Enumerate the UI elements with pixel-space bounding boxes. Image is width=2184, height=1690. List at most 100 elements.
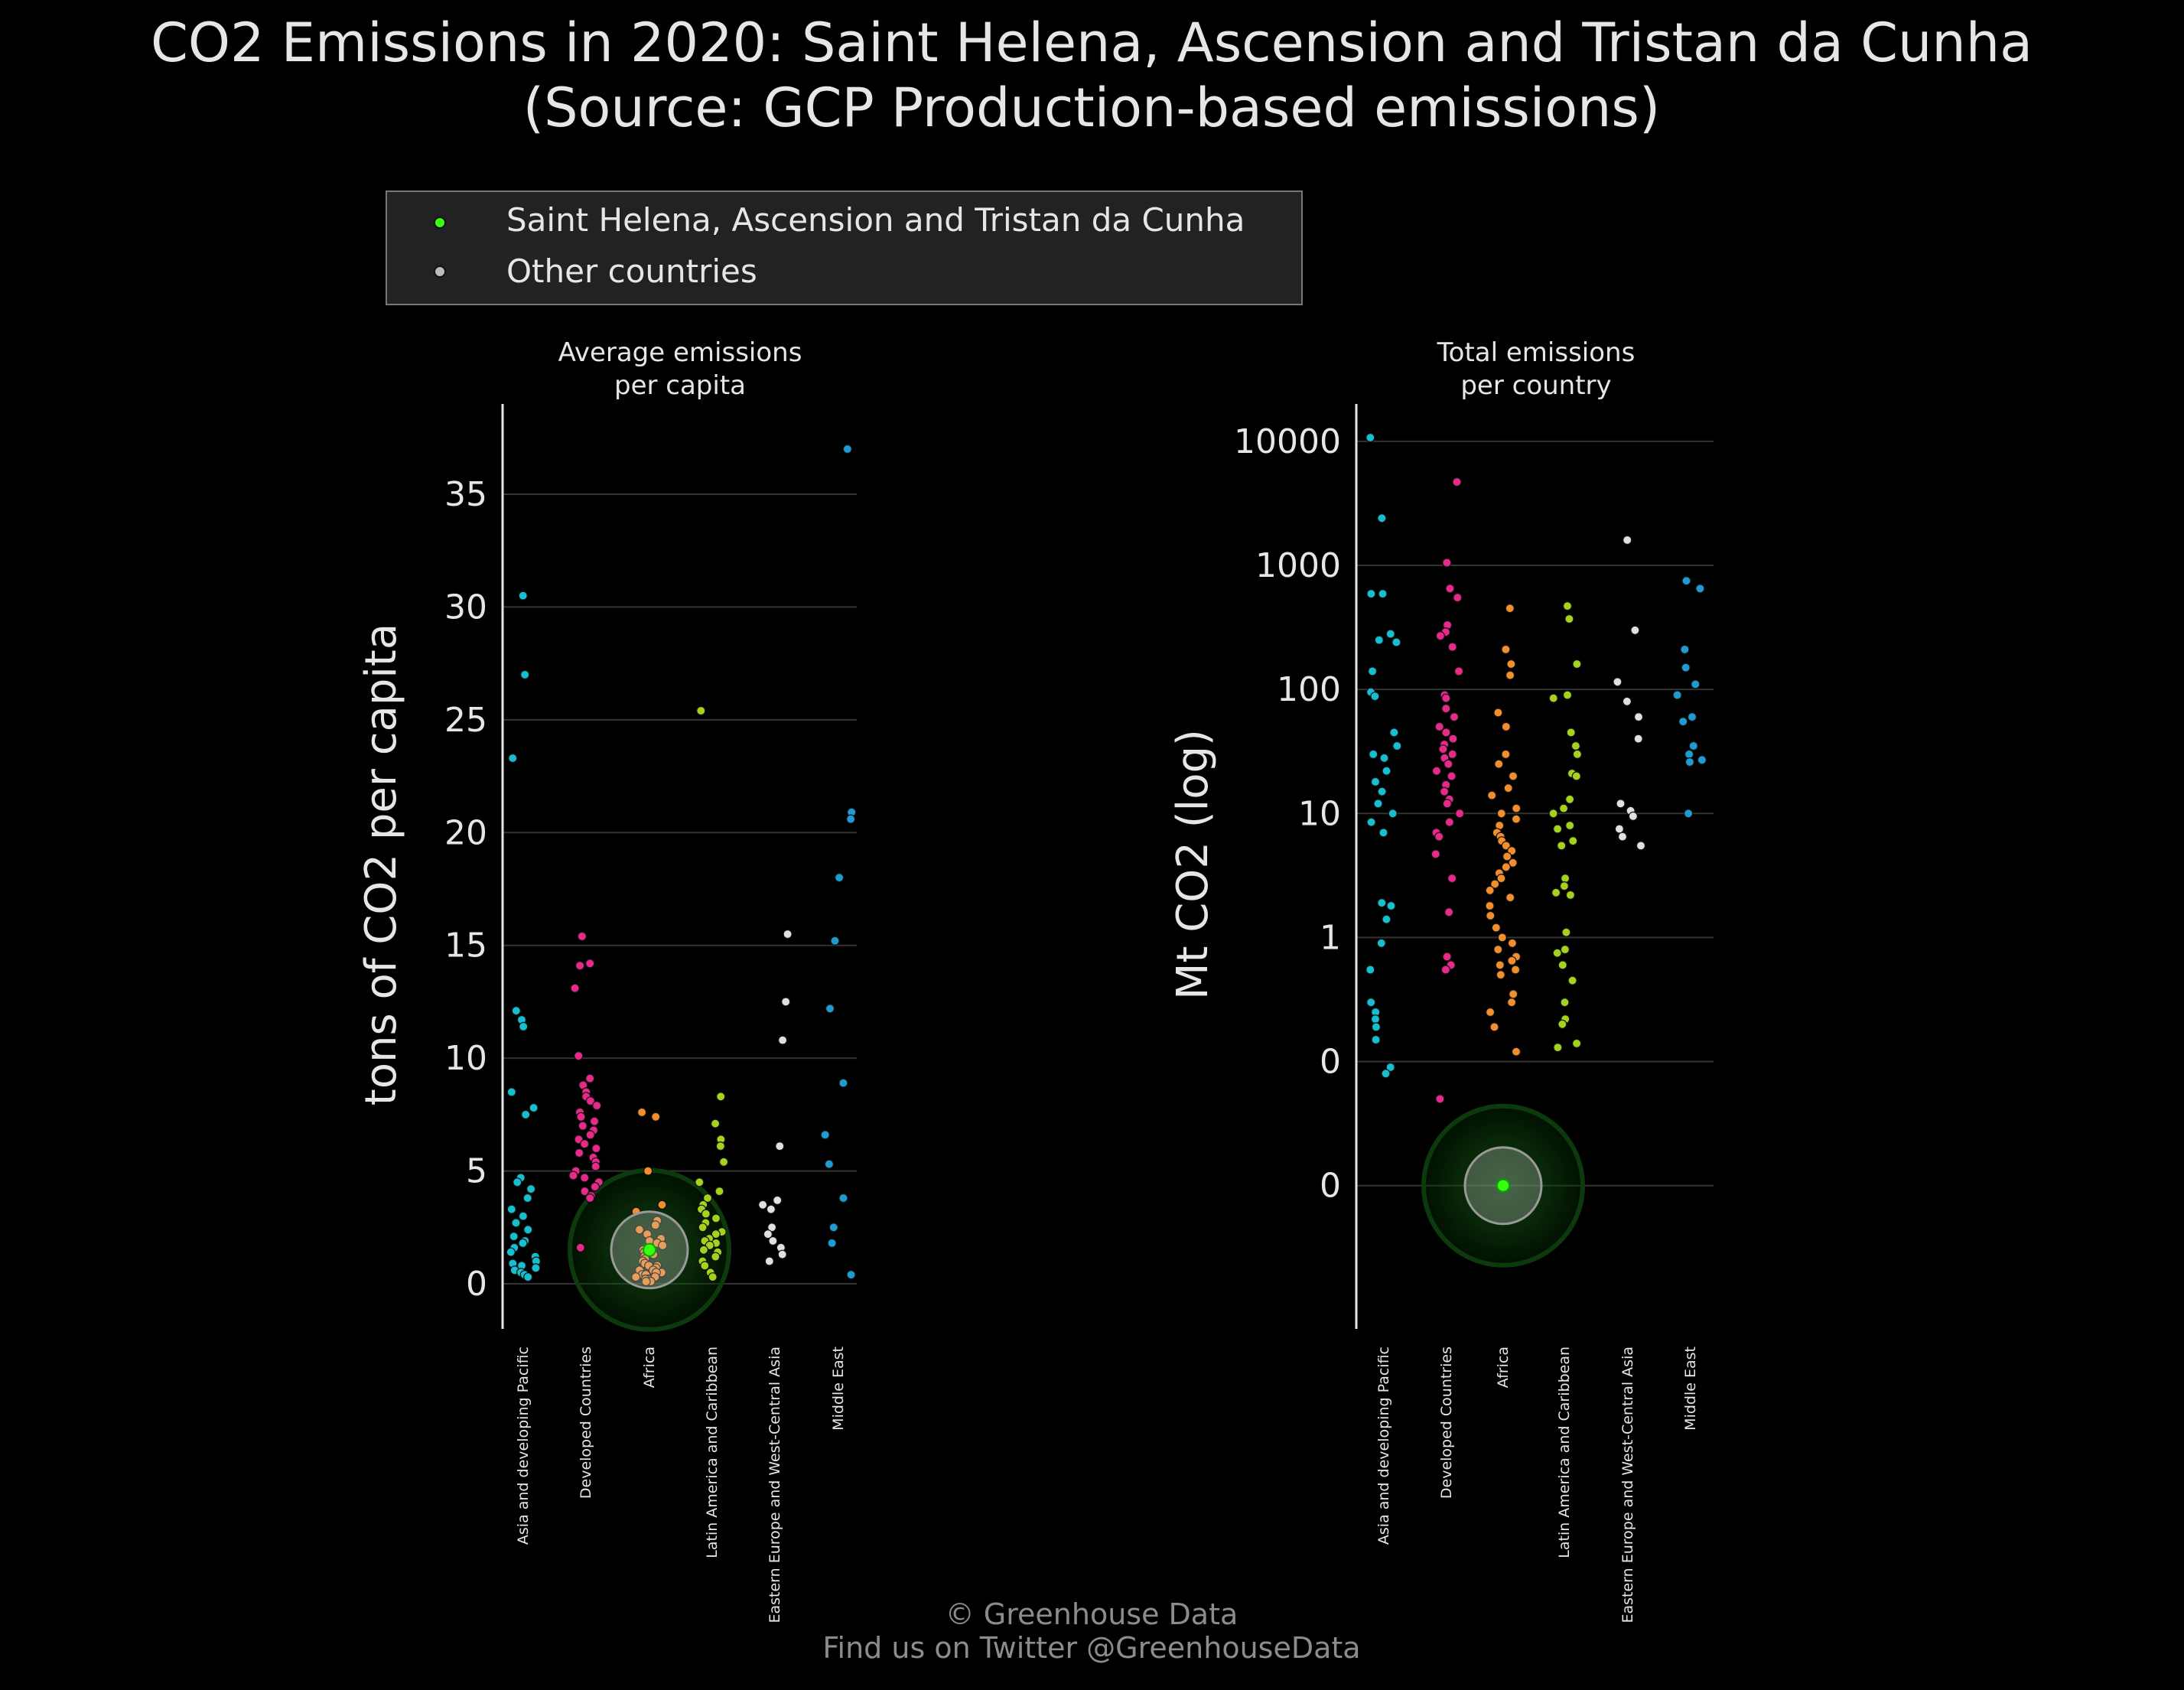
total-data-point [1496, 873, 1506, 884]
total-data-point [1370, 777, 1381, 787]
total-data-point [1505, 670, 1515, 680]
total-data-point [1366, 998, 1376, 1008]
per-capita-data-point [714, 1186, 724, 1197]
per-capita-data-point [828, 1223, 838, 1232]
total-data-point [1565, 820, 1575, 831]
total-data-point [1557, 841, 1567, 851]
total-data-point [1560, 944, 1570, 955]
per-capita-data-point [698, 1223, 708, 1232]
total-data-point [1366, 588, 1376, 599]
total-y-tick-label: 1000 [1255, 546, 1341, 585]
per-capita-category-label: Developed Countries [578, 1346, 594, 1499]
total-y-tick-label: 0 [1320, 1043, 1341, 1082]
per-capita-data-point [518, 591, 528, 601]
per-capita-data-point [763, 1229, 773, 1239]
total-data-point [1487, 790, 1497, 800]
total-data-point [1562, 690, 1573, 700]
total-data-point [1684, 757, 1694, 767]
per-capita-data-point [827, 1238, 837, 1249]
total-data-point [1434, 832, 1444, 842]
per-capita-subtitle-line1: Average emissions [558, 337, 802, 368]
per-capita-data-point [585, 1130, 595, 1140]
total-data-point [1391, 637, 1401, 647]
total-data-point [1386, 900, 1396, 911]
per-capita-category-label: Africa [641, 1346, 658, 1388]
total-data-point [1449, 711, 1460, 722]
per-capita-data-point [591, 1161, 601, 1171]
total-y-tick-label: 1 [1320, 918, 1341, 957]
total-y-axis-label: Mt CO2 (log) [1168, 729, 1218, 1000]
total-data-point [1455, 809, 1465, 819]
per-capita-data-point [520, 669, 530, 680]
per-capita-y-tick-label: 5 [466, 1152, 487, 1191]
total-y-tick-label: 100 [1277, 670, 1341, 709]
total-data-point [1681, 576, 1691, 586]
total-data-point [1553, 1042, 1563, 1053]
total-data-point [1570, 741, 1580, 751]
total-data-point [1508, 858, 1518, 868]
total-data-point [1548, 809, 1558, 819]
total-data-point [1452, 477, 1462, 487]
total-data-point [1447, 749, 1457, 760]
legend-other-marker [434, 265, 446, 278]
per-capita-data-point [846, 1270, 856, 1280]
per-capita-data-point [522, 1193, 532, 1203]
total-data-point [1447, 771, 1457, 781]
total-data-point [1681, 663, 1691, 672]
total-data-point [1564, 614, 1574, 624]
total-data-point [1688, 741, 1698, 751]
per-capita-data-point [578, 1121, 587, 1131]
total-data-point [1572, 749, 1582, 760]
total-data-point [1565, 794, 1575, 804]
per-capita-data-point [700, 1261, 710, 1271]
total-data-point [1370, 1014, 1381, 1024]
total-data-point [1385, 629, 1395, 639]
total-data-point [1493, 708, 1503, 718]
total-data-point [1512, 803, 1522, 813]
total-data-point [1565, 890, 1575, 900]
per-capita-data-point [711, 1252, 721, 1262]
footer-copyright: © Greenhouse Data [946, 1597, 1238, 1631]
per-capita-data-point [592, 1100, 602, 1111]
per-capita-data-point [518, 1211, 529, 1221]
total-data-point [1365, 965, 1375, 975]
per-capita-data-point [783, 929, 793, 939]
total-data-point [1378, 828, 1388, 838]
total-data-point [1373, 799, 1383, 809]
total-highlight-point [1496, 1178, 1510, 1193]
total-data-point [1485, 1007, 1496, 1018]
per-capita-data-point [523, 1225, 533, 1235]
total-data-point [1441, 728, 1451, 738]
total-category-label: Middle East [1682, 1346, 1699, 1431]
total-category-label: Latin America and Caribbean [1556, 1346, 1573, 1558]
total-data-point [1442, 952, 1452, 962]
per-capita-data-point [506, 1247, 516, 1257]
total-data-point [1560, 998, 1570, 1008]
total-subtitle-line2: per country [1460, 370, 1611, 401]
total-data-point [1501, 749, 1511, 760]
total-y-tick-label: 0 [1320, 1167, 1341, 1206]
total-data-point [1561, 927, 1571, 937]
per-capita-data-point [657, 1200, 667, 1210]
total-data-point [1378, 588, 1388, 599]
total-data-point [1511, 814, 1522, 824]
total-data-point [1636, 841, 1646, 851]
total-data-point [1507, 938, 1518, 948]
chart-title-line1: CO2 Emissions in 2020: Saint Helena, Asc… [151, 11, 2033, 74]
total-data-point [1560, 873, 1570, 884]
per-capita-category-label: Asia and developing Pacific [515, 1346, 532, 1545]
total-data-point [1438, 744, 1448, 754]
per-capita-data-point [715, 1141, 726, 1151]
total-data-point [1367, 666, 1378, 676]
per-capita-data-point [830, 936, 840, 946]
total-data-point [1491, 923, 1501, 933]
total-data-point [1684, 809, 1694, 819]
total-data-point [1379, 753, 1389, 763]
total-data-point [1444, 907, 1454, 917]
total-data-point [1508, 771, 1518, 781]
total-data-point [1616, 799, 1626, 809]
total-data-point [1506, 659, 1516, 669]
per-capita-data-point [585, 1073, 595, 1083]
total-data-point [1684, 749, 1694, 760]
per-capita-data-point [764, 1256, 774, 1266]
